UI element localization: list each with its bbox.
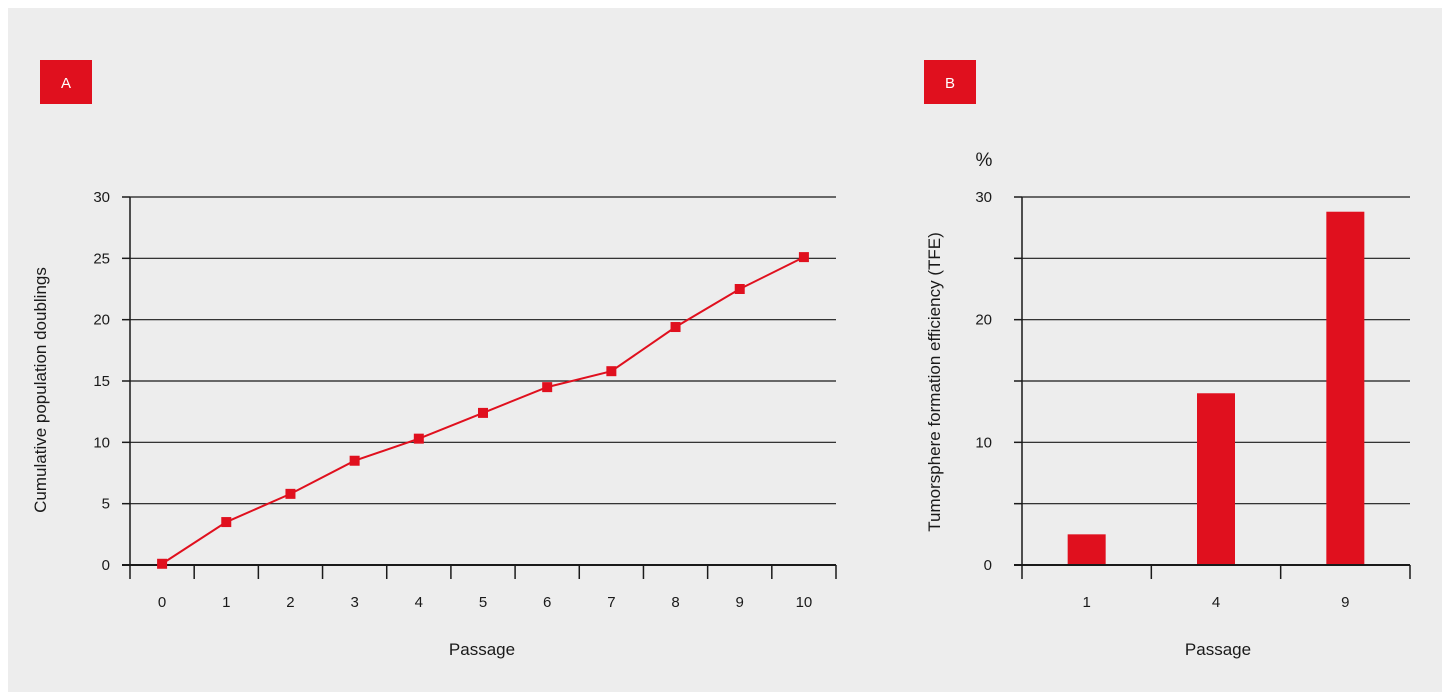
chart-a-x-tick-label: 9 — [736, 594, 744, 611]
chart-b-x-axis-title: Passage — [1185, 640, 1251, 659]
chart-a-data-point — [670, 322, 681, 333]
chart-b-x-tick-labels: 1 4 9 — [1082, 594, 1349, 611]
chart-b-bars — [1067, 211, 1365, 565]
chart-b-y-tick-labels: 0 10 20 30 — [975, 189, 992, 574]
chart-b-bar — [1326, 211, 1365, 565]
chart-a-gridlines — [130, 196, 836, 505]
panel-a-badge: A — [40, 60, 92, 104]
chart-a-y-tick-label: 0 — [102, 557, 110, 574]
chart-a-data-point — [734, 284, 745, 294]
chart-a-data-point — [157, 558, 168, 569]
chart-a-data-point — [349, 455, 360, 466]
chart-b-bar — [1067, 534, 1106, 565]
chart-b-y-tick-label: 30 — [975, 189, 992, 206]
chart-a-cumulative-population-doublings: 0 5 10 15 20 25 30 0 1 2 3 4 5 6 7 8 9 10 Passage Cumula… — [31, 189, 837, 659]
chart-a-y-tick-label: 30 — [93, 189, 110, 206]
chart-b-x-tick-label: 1 — [1082, 594, 1090, 611]
chart-a-data-point — [542, 382, 553, 393]
chart-b-y-axis-title: Tumorsphere formation efficiency (TFE) — [925, 232, 944, 531]
chart-a-x-tick-labels: 0 1 2 3 4 5 6 7 8 9 10 — [158, 594, 812, 611]
chart-b-x-tick-label: 9 — [1341, 594, 1349, 611]
panel-b-badge: B — [924, 60, 976, 104]
chart-b-y-tick-label: 10 — [975, 434, 992, 451]
chart-b-axes — [1014, 196, 1411, 579]
chart-a-axes — [122, 196, 837, 579]
chart-b-y-tick-label: 20 — [975, 312, 992, 329]
chart-a-x-tick-label: 8 — [671, 594, 679, 611]
chart-a-x-tick-label: 3 — [350, 594, 358, 611]
chart-a-x-tick-label: 4 — [415, 594, 423, 611]
chart-b-y-tick-label: 0 — [984, 557, 992, 574]
chart-a-y-tick-label: 10 — [93, 434, 110, 451]
chart-a-data-point — [413, 433, 424, 444]
figure-panel: A B 0 5 10 15 20 25 30 0 1 2 3 4 5 6 7 8 9 10 Passage Cu… — [8, 8, 1442, 692]
chart-a-data-point — [478, 407, 488, 418]
chart-a-y-axis-title: Cumulative population doublings — [31, 267, 50, 513]
chart-b-x-tick-label: 4 — [1212, 594, 1220, 611]
chart-a-x-tick-label: 7 — [607, 594, 615, 611]
chart-a-y-tick-labels: 0 5 10 15 20 25 30 — [93, 189, 110, 574]
chart-a-x-tick-label: 2 — [286, 594, 294, 611]
panel-b-badge-label: B — [945, 75, 955, 92]
chart-a-data-point — [221, 517, 232, 528]
chart-a-x-tick-label: 10 — [796, 594, 813, 611]
panel-a-badge-label: A — [61, 75, 71, 92]
chart-b-unit-label: % — [976, 150, 993, 171]
chart-a-series — [157, 252, 809, 569]
chart-a-y-tick-label: 25 — [93, 250, 110, 267]
chart-a-x-tick-label: 1 — [222, 594, 230, 611]
chart-a-y-tick-label: 5 — [102, 496, 110, 513]
panel-a-badge-bg — [40, 60, 92, 104]
chart-a-data-point — [606, 366, 617, 377]
chart-a-x-tick-label: 0 — [158, 594, 166, 611]
chart-b-bar — [1197, 393, 1235, 565]
chart-a-y-tick-label: 20 — [93, 312, 110, 329]
chart-b-tumorsphere-formation-efficiency: 0 10 20 30 1 4 9 % Passage Tumorsphere format… — [925, 150, 1411, 659]
chart-a-x-axis-title: Passage — [449, 640, 515, 659]
chart-a-x-tick-label: 6 — [543, 594, 551, 611]
chart-a-data-point — [285, 488, 296, 499]
panel-b-badge-bg — [924, 60, 976, 104]
chart-a-x-tick-label: 5 — [479, 594, 487, 611]
chart-a-data-point — [798, 252, 809, 263]
chart-a-y-tick-label: 15 — [93, 373, 110, 390]
